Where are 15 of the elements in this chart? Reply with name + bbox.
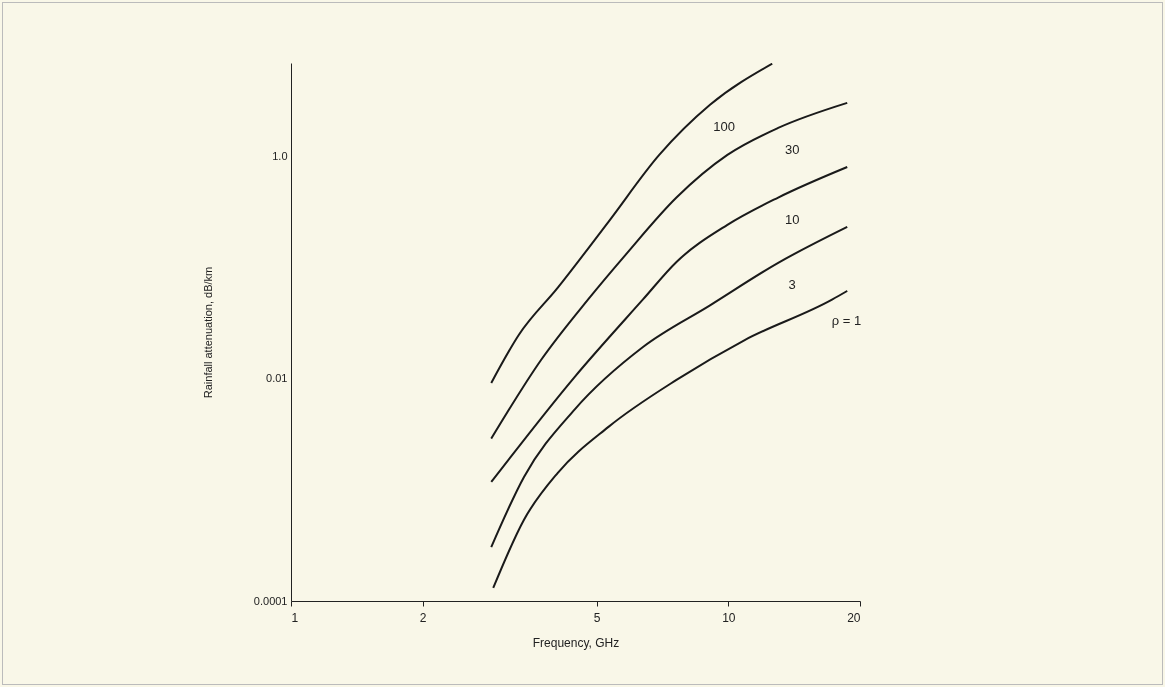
series-label: 10 bbox=[784, 211, 800, 227]
x-tick-label: 2 bbox=[419, 610, 427, 625]
x-tick-label: 20 bbox=[847, 610, 861, 625]
series-label: 3 bbox=[788, 276, 796, 292]
x-axis-title: Frequency, GHz bbox=[532, 635, 620, 650]
x-tick-label: 1 bbox=[291, 610, 299, 625]
y-tick-label: 1.0 bbox=[272, 150, 288, 163]
x-tick-label: 10 bbox=[722, 610, 736, 625]
series-label: 30 bbox=[784, 141, 800, 157]
y-tick-label: 0.0001 bbox=[253, 594, 288, 607]
y-tick-label: 0.01 bbox=[266, 372, 288, 385]
series-label: 100 bbox=[713, 118, 735, 134]
y-axis-title: Rainfall attenuation, dB/km bbox=[201, 266, 214, 399]
series-label: ρ = 1 bbox=[831, 313, 862, 329]
x-tick-label: 5 bbox=[593, 610, 601, 625]
